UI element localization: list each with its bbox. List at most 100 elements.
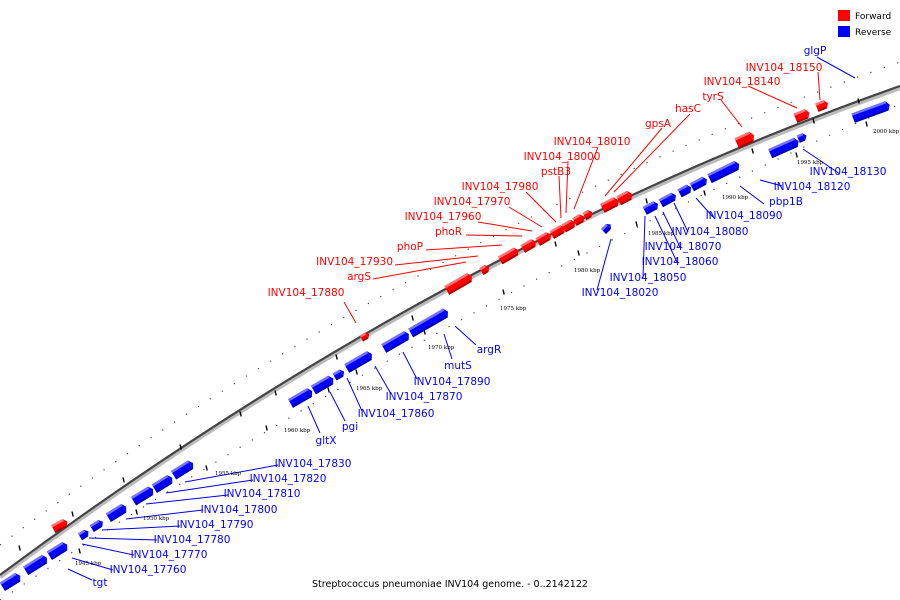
reverse-gene-label-22: INV104_17780	[154, 534, 231, 546]
forward-gene-leader-13	[394, 255, 479, 266]
kbp-tick-15	[122, 477, 125, 483]
forward-gene-4	[497, 247, 519, 265]
forward-gene-label-10: INV104_17960	[405, 211, 482, 223]
reverse-gene-label-18: INV104_17820	[250, 473, 327, 485]
legend-reverse-label: Reverse	[855, 28, 892, 38]
reverse-gene-label-3: pbp1B	[769, 196, 803, 208]
kbp-tick-0	[78, 548, 81, 554]
forward-gene-7	[549, 225, 565, 239]
kbp-tick-9	[635, 221, 638, 227]
reverse-gene-label-24: INV104_17760	[110, 564, 187, 576]
scale-label-5: 1970 kbp	[428, 345, 455, 351]
forward-gene-6	[535, 232, 551, 246]
reverse-gene-leader-25	[67, 568, 93, 581]
reverse-gene-label-7: INV104_18060	[642, 256, 719, 268]
forward-gene-10	[582, 210, 593, 220]
reverse-gene-leader-23	[81, 543, 135, 556]
reverse-gene-label-15: pgi	[342, 421, 358, 433]
forward-gene-label-4: gpsA	[645, 118, 672, 130]
kbp-tick-22	[645, 198, 648, 204]
reverse-gene-label-9: INV104_18020	[582, 287, 659, 299]
forward-gene-leader-11	[465, 234, 523, 237]
forward-gene-13	[734, 131, 754, 149]
reverse-gene-10	[310, 375, 334, 395]
reverse-gene-label-23: INV104_17770	[131, 549, 208, 561]
reverse-gene-leader-3	[739, 185, 765, 205]
reverse-gene-leader-17	[184, 464, 279, 483]
reverse-gene-leader-7	[654, 215, 678, 263]
reverse-gene-label-19: INV104_17810	[224, 488, 301, 500]
forward-gene-11	[600, 197, 619, 213]
reverse-gene-leader-13	[374, 365, 392, 395]
legend-forward-label: Forward	[855, 12, 891, 22]
forward-gene-label-7: pstB3	[541, 166, 571, 178]
reverse-gene-label-8: INV104_18050	[610, 272, 687, 284]
reverse-gene-leader-21	[101, 525, 181, 531]
forward-gene-label-3: hasC	[675, 103, 701, 115]
reverse-gene-label-16: gltX	[316, 435, 337, 447]
kbp-tick-4	[327, 387, 330, 393]
reverse-gene-leader-6	[662, 211, 681, 248]
forward-gene-leader-3	[613, 113, 691, 193]
reverse-gene-leader-15	[329, 391, 346, 422]
forward-gene-leader-6	[565, 160, 569, 214]
reverse-gene-label-20: INV104_17800	[201, 504, 278, 516]
forward-gene-9	[572, 214, 585, 226]
reverse-gene-19	[689, 176, 707, 192]
scale-label-8: 1985 kbp	[648, 231, 675, 237]
reverse-gene-label-11: mutS	[444, 360, 472, 372]
scale-label-7: 1980 kbp	[574, 268, 601, 274]
forward-gene-leader-4	[604, 127, 663, 197]
genome-backbone	[0, 84, 900, 576]
scale-label-1: 1950 kbp	[143, 516, 170, 522]
kbp-tick-20	[411, 315, 414, 321]
reverse-gene-label-5: INV104_18080	[672, 226, 749, 238]
forward-gene-label-9: INV104_17970	[434, 196, 511, 208]
reverse-gene-label-10: argR	[477, 344, 502, 356]
reverse-gene-16	[642, 201, 658, 215]
reverse-gene-label-12: INV104_17890	[414, 376, 491, 388]
genome-caption: Streptococcus pneumoniae INV104 genome. …	[312, 579, 588, 590]
reverse-gene-14	[408, 308, 448, 338]
legend-forward-swatch	[838, 10, 850, 21]
kbp-tick-13	[18, 545, 21, 551]
kbp-tick-2	[205, 465, 208, 471]
forward-gene-label-15: INV104_17880	[268, 287, 345, 299]
reverse-gene-20	[707, 160, 740, 184]
scale-label-2: 1955 kbp	[215, 471, 242, 477]
forward-gene-15	[815, 100, 828, 112]
reverse-gene-17	[658, 192, 676, 208]
reverse-gene-leader-12	[402, 351, 418, 380]
reverse-gene-18	[677, 184, 692, 198]
kbp-tick-25	[857, 98, 860, 104]
forward-gene-leader-15	[343, 301, 357, 324]
outer-dotted-track	[0, 61, 900, 546]
kbp-tick-11	[795, 152, 798, 158]
reverse-gene-leader-5	[673, 202, 689, 233]
forward-gene-label-6: INV104_18000	[524, 151, 601, 163]
reverse-gene-label-2: INV104_18120	[774, 181, 851, 193]
forward-gene-label-5: INV104_18010	[554, 136, 631, 148]
forward-gene-leader-8	[525, 191, 557, 223]
legend-reverse-swatch	[838, 26, 850, 37]
kbp-tick-8	[577, 250, 580, 256]
forward-gene-label-12: phoP	[397, 241, 423, 253]
forward-gene-leader-5	[573, 146, 599, 210]
kbp-tick-12	[865, 121, 868, 127]
reverse-gene-23	[851, 101, 890, 123]
forward-gene-leader-0	[817, 71, 821, 101]
kbp-tick-7	[502, 289, 505, 295]
kbp-tick-24	[812, 118, 815, 124]
reverse-gene-3	[77, 529, 89, 541]
reverse-gene-label-17: INV104_17830	[275, 458, 352, 470]
forward-gene-leader-1	[747, 85, 798, 109]
forward-gene-14	[793, 109, 810, 123]
reverse-gene-label-21: INV104_17790	[177, 519, 254, 531]
reverse-gene-9	[287, 388, 313, 408]
reverse-gene-label-0: glgP	[804, 45, 827, 57]
reverse-gene-label-4: INV104_18090	[706, 210, 783, 222]
reverse-gene-6	[130, 486, 154, 506]
reverse-gene-1	[23, 554, 47, 576]
forward-gene-label-2: tyrS	[702, 91, 724, 103]
forward-gene-5	[520, 239, 536, 253]
